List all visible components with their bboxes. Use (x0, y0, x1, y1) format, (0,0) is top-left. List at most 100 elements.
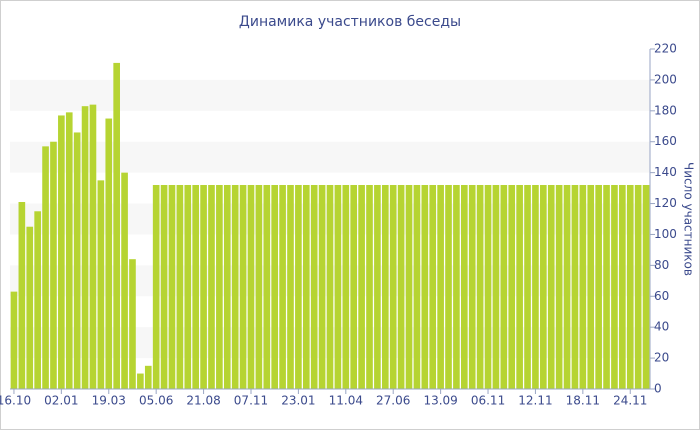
bar (113, 62, 120, 390)
bar (50, 141, 57, 389)
bar (563, 185, 571, 389)
bar (389, 185, 397, 389)
bar (555, 185, 563, 389)
bar (571, 185, 579, 389)
y-tick-label: 160 (654, 134, 677, 148)
x-tick-label: 19.03 (92, 394, 126, 408)
bar (200, 185, 207, 389)
bar (516, 185, 523, 389)
grid-band (10, 79, 650, 111)
bar (81, 106, 89, 389)
bar (532, 185, 539, 389)
bar (342, 185, 350, 389)
y-tick-label: 0 (654, 382, 662, 396)
y-tick-label: 220 (654, 42, 677, 56)
bar (208, 185, 215, 389)
x-tick-label: 13.09 (423, 394, 457, 408)
x-tick-label: 06.11 (471, 394, 505, 408)
bar (508, 185, 516, 389)
bar (73, 132, 81, 390)
bar (239, 185, 247, 389)
bar (397, 185, 405, 389)
y-tick-label: 180 (654, 103, 677, 117)
bar (547, 185, 555, 389)
bar (461, 185, 468, 389)
bar (445, 185, 452, 389)
x-tick-label: 11.04 (329, 394, 363, 408)
bar (42, 146, 49, 389)
bar (421, 185, 429, 389)
bar (152, 185, 160, 389)
bar (26, 226, 34, 389)
y-tick-label: 140 (654, 165, 677, 179)
y-tick-label: 20 (654, 351, 669, 365)
bar (318, 185, 326, 389)
bar (405, 185, 413, 389)
bar (176, 185, 184, 389)
bar (255, 185, 263, 389)
bar (634, 185, 642, 389)
bar (129, 259, 136, 389)
x-tick-label: 05.06 (139, 394, 173, 408)
bar (619, 185, 626, 389)
bar (524, 185, 531, 389)
chart-title: Динамика участников беседы (239, 14, 461, 30)
bar (184, 185, 192, 389)
bar (97, 180, 105, 389)
x-tick-label: 18.11 (566, 394, 600, 408)
bar (216, 185, 223, 389)
bar (595, 185, 602, 389)
bar (366, 185, 373, 389)
bar (89, 104, 97, 390)
bar (18, 202, 26, 389)
bar (144, 365, 152, 389)
bar (121, 172, 128, 389)
bar (105, 118, 113, 389)
bar (271, 185, 279, 389)
bar (326, 185, 334, 389)
bar (374, 185, 381, 389)
y-tick-label: 60 (654, 289, 669, 303)
bar (587, 185, 595, 389)
bar (468, 185, 476, 389)
bar (437, 185, 444, 389)
bar (231, 185, 239, 389)
x-tick-label: 07.11 (234, 394, 268, 408)
x-tick-label: 23.01 (281, 394, 315, 408)
bar (287, 185, 294, 389)
y-tick-label: 40 (654, 320, 669, 334)
bar (453, 185, 460, 389)
bar (10, 291, 18, 389)
bar (626, 185, 634, 389)
bar (247, 185, 255, 389)
bar (334, 185, 342, 389)
x-tick-label: 02.01 (44, 394, 78, 408)
y-axis-title: Число участников (682, 162, 696, 276)
bar (192, 185, 199, 389)
bar (358, 185, 365, 389)
bar (476, 185, 484, 389)
y-tick-label: 200 (654, 72, 677, 86)
bar (603, 185, 610, 389)
y-tick-label: 120 (654, 196, 677, 210)
x-tick-label: 21.08 (186, 394, 220, 408)
bar (58, 115, 65, 390)
bar (295, 185, 302, 389)
bar (263, 185, 271, 389)
bar (492, 185, 500, 389)
bar (137, 373, 144, 389)
bar (279, 185, 286, 389)
y-tick-label: 100 (654, 227, 677, 241)
bar (160, 185, 168, 389)
y-tick-label: 80 (654, 258, 669, 272)
bar (34, 211, 41, 389)
x-tick-label: 12.11 (518, 394, 552, 408)
bar (413, 185, 421, 389)
x-tick-label: 16.10 (0, 394, 31, 408)
bar (484, 185, 492, 389)
bar (381, 185, 389, 389)
bar (168, 185, 176, 389)
bar (223, 185, 231, 389)
bar (302, 185, 310, 389)
